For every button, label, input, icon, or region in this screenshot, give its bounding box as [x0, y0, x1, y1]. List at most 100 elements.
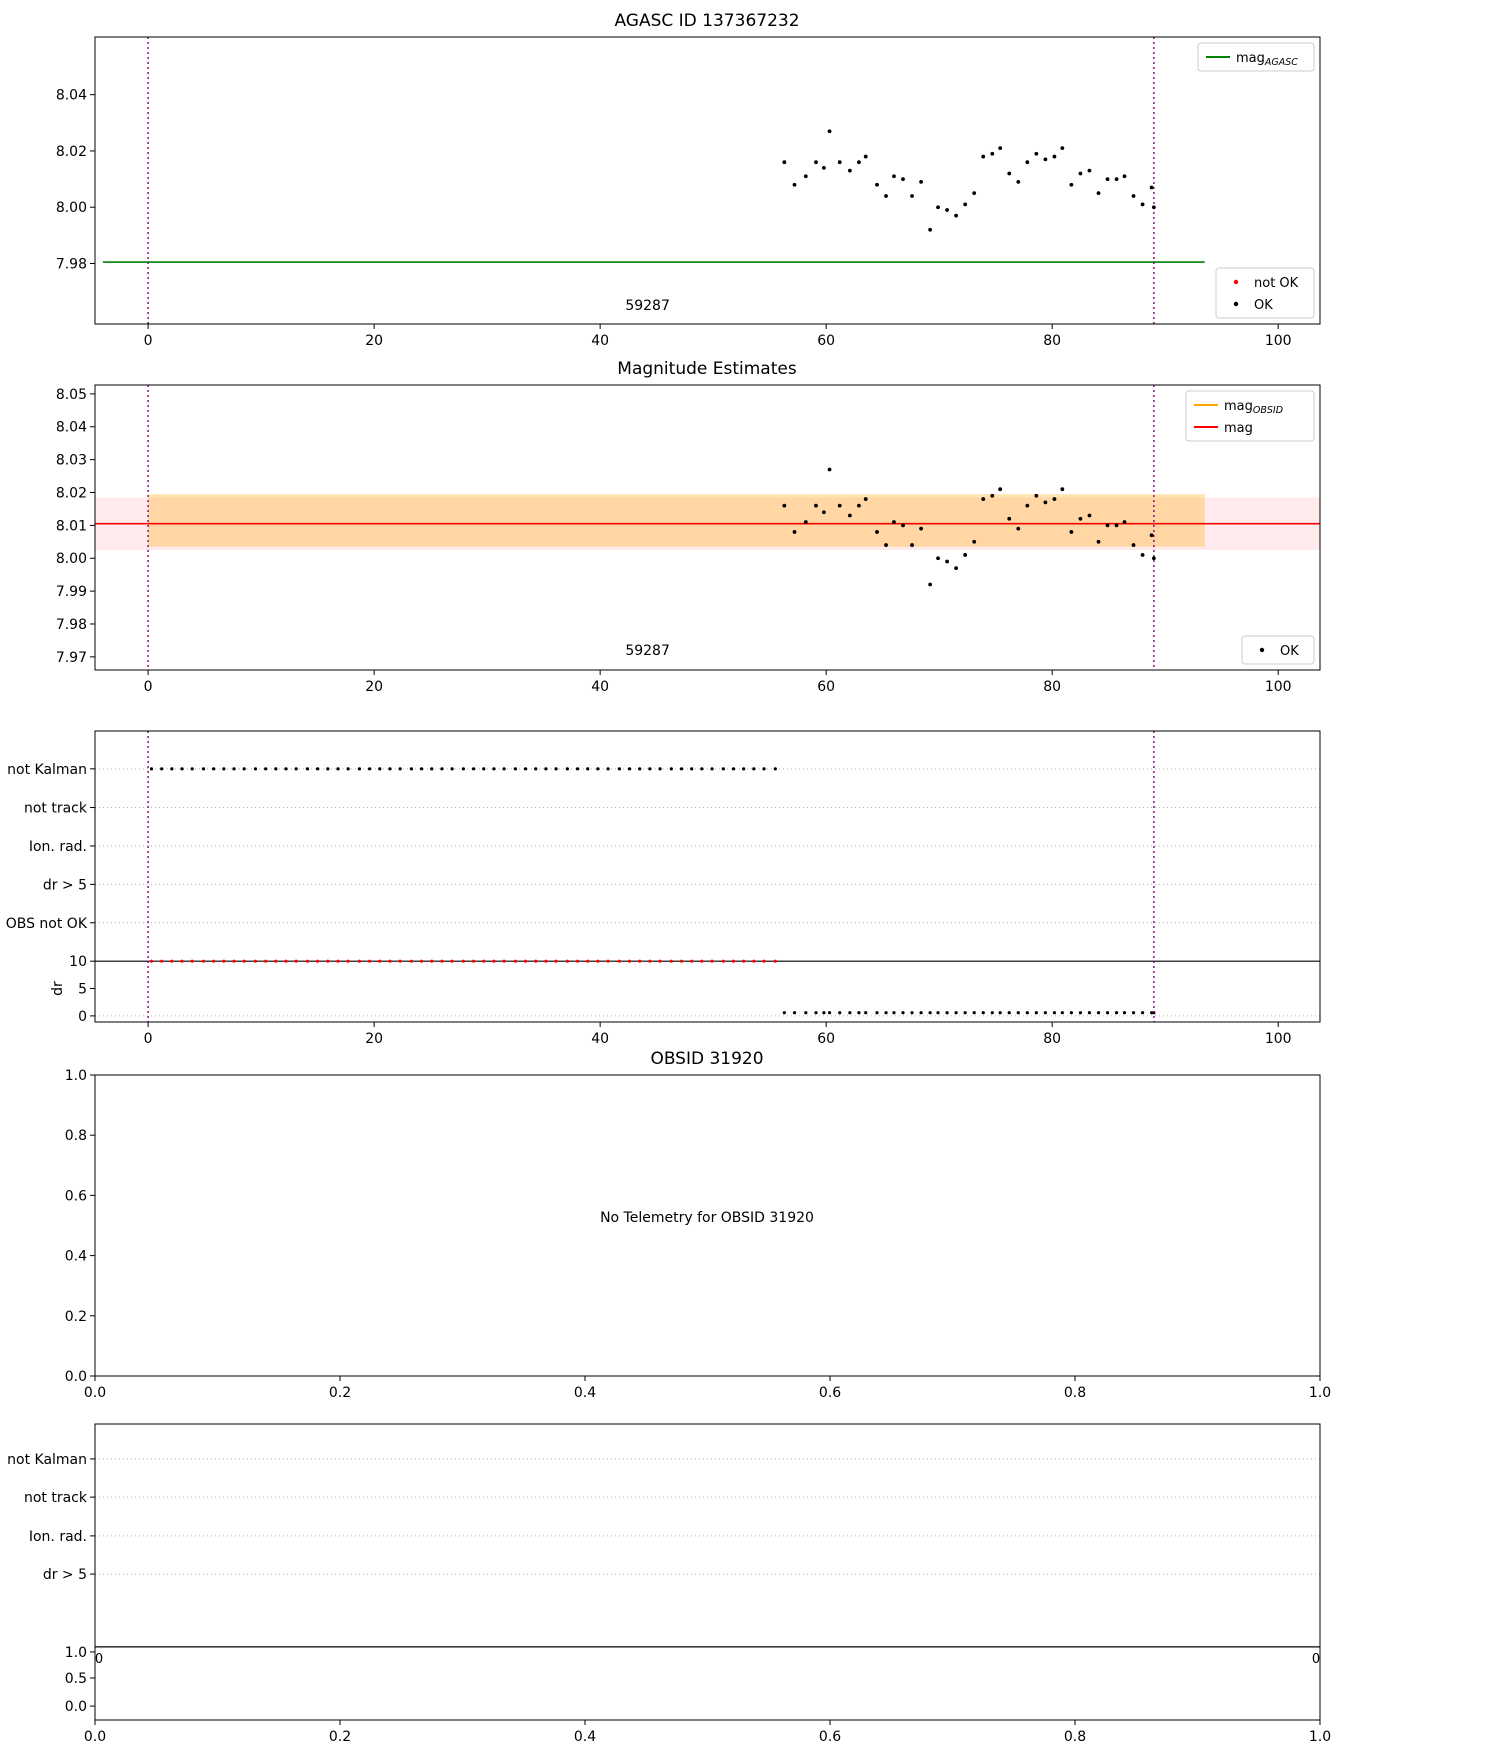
- dr-clipped-point: [700, 959, 704, 963]
- panel-flags-59287: not Kalman not track Ion. rad. dr > 5 OBS no…: [6, 730, 1321, 1047]
- flag-label: not track: [24, 1490, 88, 1506]
- ok-point: [1087, 168, 1092, 173]
- dr-ok-point: [1140, 1011, 1145, 1015]
- x-tick-label: 60: [817, 1031, 835, 1047]
- dr-ok-point: [1122, 1011, 1127, 1015]
- ok-point: [837, 503, 842, 508]
- dr-clipped-point: [554, 959, 558, 963]
- not-kalman-point: [544, 767, 548, 771]
- not-kalman-point: [638, 767, 642, 771]
- ok-point: [1007, 171, 1012, 176]
- not-kalman-point: [160, 767, 164, 771]
- ok-point: [792, 182, 797, 187]
- legend-dot-marker: [1259, 647, 1265, 653]
- y-tick-label: 7.97: [56, 650, 87, 666]
- x-tick-label: 1.0: [1309, 1729, 1331, 1745]
- ok-point: [945, 208, 949, 212]
- dr-clipped-point: [752, 959, 756, 963]
- y-tick-label: 8.01: [56, 518, 87, 534]
- ok-point: [901, 177, 905, 181]
- dr-clipped-point: [731, 959, 736, 963]
- dr-ok-point: [1096, 1011, 1101, 1015]
- x-tick-label: 100: [1265, 1031, 1292, 1047]
- dr-clipped-point: [617, 959, 621, 963]
- ok-point: [981, 497, 986, 501]
- dr-ok-point: [1105, 1011, 1110, 1015]
- x-tick-label: 0: [144, 333, 153, 349]
- dr-clipped-point: [284, 959, 288, 963]
- dr-tick-label: 1.0: [65, 1645, 87, 1661]
- dr-clipped-point: [398, 959, 402, 963]
- x-tick-label: 80: [1043, 1031, 1061, 1047]
- dr-ok-point: [1087, 1011, 1092, 1015]
- ok-point: [1060, 487, 1065, 492]
- dr-ok-point: [848, 1011, 852, 1015]
- ok-point: [1105, 177, 1110, 181]
- edge-zero-right: 0: [1312, 1652, 1320, 1667]
- dr-clipped-point: [721, 959, 725, 963]
- not-kalman-point: [336, 767, 340, 771]
- x-tick-label: 0.4: [574, 1385, 596, 1401]
- ok-point: [875, 182, 879, 187]
- dr-clipped-point: [368, 959, 372, 963]
- legend-box: [1241, 635, 1315, 665]
- dr-tick-label: 5: [78, 982, 87, 998]
- dr-ok-point: [1052, 1011, 1057, 1015]
- y-tick-label: 8.05: [56, 387, 87, 403]
- ok-point: [892, 174, 896, 179]
- dr-ok-point: [901, 1011, 905, 1015]
- not-kalman-point: [201, 767, 206, 771]
- dr-ok-point: [919, 1011, 923, 1015]
- flag-label: Ion. rad.: [29, 1529, 87, 1545]
- x-tick-label: 60: [817, 679, 835, 695]
- legend-label: mag: [1224, 421, 1253, 436]
- ok-point: [782, 503, 787, 508]
- not-kalman-point: [284, 767, 288, 771]
- ok-point: [847, 168, 852, 173]
- ok-point: [814, 503, 818, 508]
- panel-magnitude-estimates: 59287 7.97 7.98 7.99 8.00 8.01 8.02 8.03 8.04 8.0…: [56, 384, 1321, 695]
- flag-label: dr > 5: [43, 877, 87, 893]
- flag-label: dr > 5: [43, 1567, 87, 1583]
- dr-clipped-point: [232, 959, 236, 963]
- not-kalman-point: [294, 767, 298, 771]
- ok-point: [981, 154, 986, 159]
- not-kalman-point: [378, 767, 382, 771]
- ok-point: [936, 205, 940, 210]
- y-tick-label: 0.6: [65, 1188, 87, 1204]
- not-kalman-point: [482, 767, 486, 771]
- dr-clipped-point: [513, 959, 517, 963]
- ok-point: [963, 553, 968, 557]
- not-kalman-point: [388, 767, 392, 771]
- ok-point: [910, 194, 914, 198]
- ok-point: [782, 160, 787, 165]
- ok-point: [1025, 503, 1030, 508]
- legend-label: OK: [1280, 644, 1299, 659]
- dr-ok-point: [928, 1011, 932, 1015]
- ok-point: [1131, 543, 1136, 547]
- ok-point: [1069, 182, 1074, 187]
- x-tick-label: 80: [1043, 679, 1061, 695]
- ok-point: [1131, 194, 1136, 198]
- dr-clipped-point: [482, 959, 486, 963]
- not-kalman-point: [617, 767, 621, 771]
- dr-ok-point: [1016, 1011, 1020, 1015]
- not-kalman-point: [190, 767, 194, 771]
- ok-point: [1114, 523, 1119, 528]
- not-kalman-point: [658, 767, 662, 771]
- x-tick-label: 40: [591, 333, 609, 349]
- panel-agasc-title: AGASC ID 137367232: [614, 11, 799, 31]
- axes-frame: [94, 36, 1321, 325]
- x-tick-label: 0.0: [84, 1385, 106, 1401]
- dr-ok-point: [954, 1011, 958, 1015]
- dr-clipped-point: [149, 959, 154, 963]
- ok-point: [1096, 539, 1101, 544]
- dr-clipped-point: [523, 959, 528, 963]
- dr-clipped-point: [565, 959, 569, 963]
- not-kalman-point: [180, 767, 184, 771]
- not-kalman-point: [305, 767, 310, 771]
- x-tick-label: 0.2: [329, 1729, 351, 1745]
- no-telemetry-message: No Telemetry for OBSID 31920: [600, 1210, 814, 1226]
- flag-label: OBS not OK: [6, 916, 88, 932]
